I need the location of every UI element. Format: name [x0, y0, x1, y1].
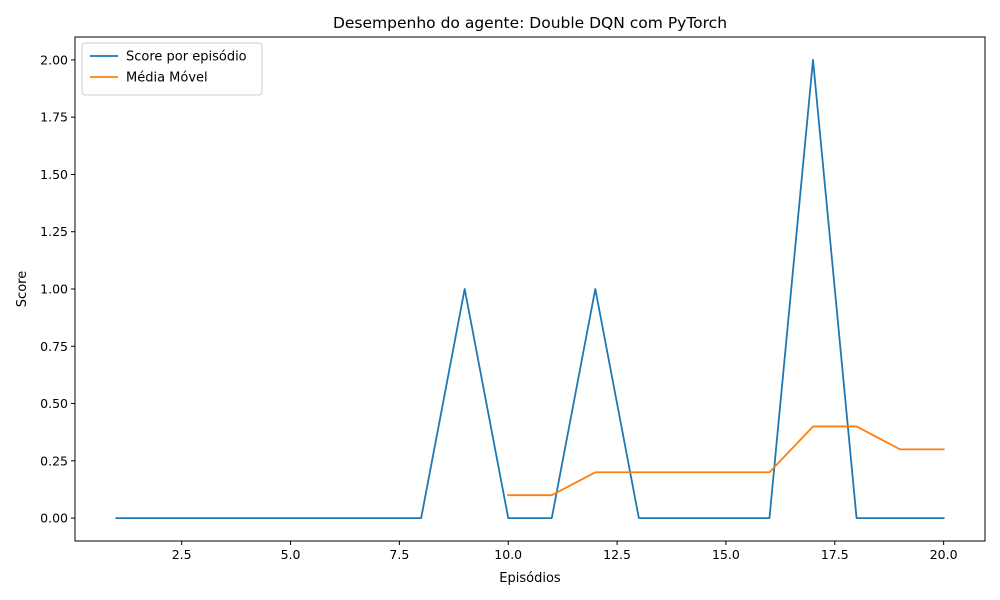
x-tick-label: 7.5: [389, 547, 409, 562]
y-tick-label: 1.75: [40, 110, 68, 125]
x-tick-label: 20.0: [930, 547, 958, 562]
legend: Score por episódio Média Móvel: [81, 42, 263, 96]
y-tick-label: 2.00: [40, 52, 68, 67]
x-axis: 2.5 5.0 7.5 10.0 12.5 15.0 17.5 20.0: [172, 541, 958, 562]
x-tick-label: 17.5: [821, 547, 849, 562]
legend-box: [81, 42, 263, 96]
x-tick-label: 2.5: [172, 547, 192, 562]
y-tick-label: 1.25: [40, 224, 68, 239]
y-tick-label: 0.75: [40, 339, 68, 354]
chart-title: Desempenho do agente: Double DQN com PyT…: [333, 14, 727, 32]
y-axis: 0.00 0.25 0.50 0.75 1.00 1.25 1.50 1.75 2.00: [40, 52, 75, 526]
x-tick-label: 12.5: [603, 547, 631, 562]
x-tick-label: 15.0: [712, 547, 740, 562]
y-tick-label: 0.50: [40, 396, 68, 411]
x-axis-label: Episódios: [499, 571, 561, 586]
series-layer: [115, 59, 945, 519]
y-tick-label: 1.50: [40, 167, 68, 182]
y-tick-label: 0.00: [40, 511, 68, 526]
legend-label: Score por episódio: [126, 50, 247, 65]
x-tick-label: 10.0: [494, 547, 522, 562]
y-axis-label: Score: [15, 271, 30, 307]
plot-frame: [74, 36, 986, 542]
series-line-2: [507, 425, 945, 497]
legend-label: Média Móvel: [126, 71, 208, 86]
x-tick-label: 5.0: [281, 547, 301, 562]
y-tick-label: 0.25: [40, 453, 68, 468]
series-line-1: [115, 59, 945, 519]
y-tick-label: 1.00: [40, 282, 68, 297]
